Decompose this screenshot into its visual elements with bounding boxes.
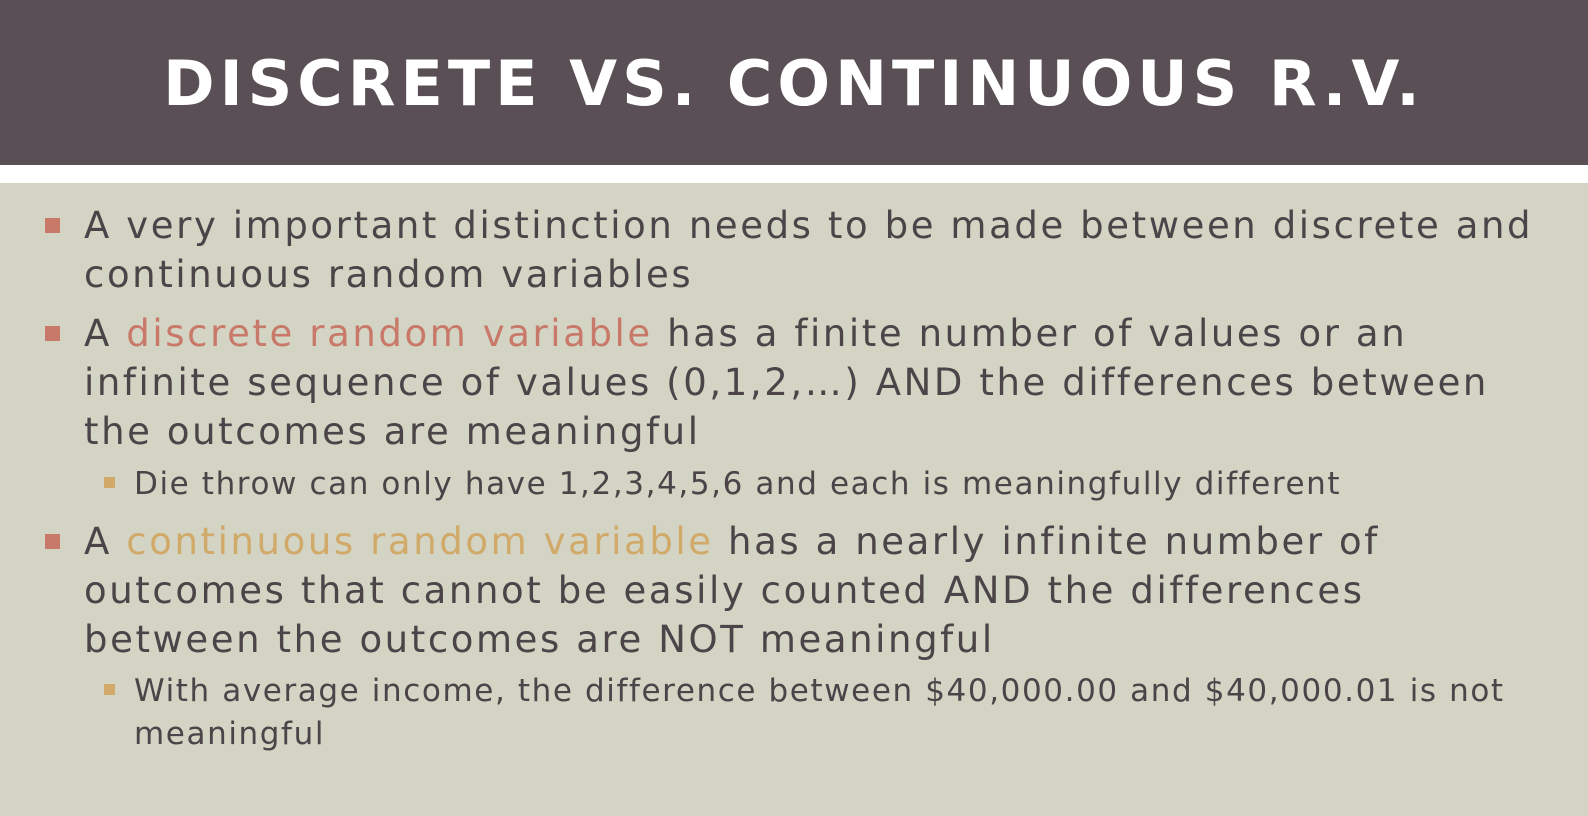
small-square-bullet-icon [104,477,115,488]
square-bullet-icon [45,534,60,549]
bullet-text: A very important distinction needs to be… [84,204,1534,296]
bullet-suffix: has a finite number of values or an infi… [84,312,1489,453]
square-bullet-icon [45,218,60,233]
bullet-suffix: has a nearly infinite number of outcomes… [84,520,1380,661]
square-bullet-icon [45,326,60,341]
bullet-continuous: A continuous random variable has a nearl… [45,517,1554,664]
discrete-term-highlight: discrete random variable [126,312,653,355]
title-bar: DISCRETE VS. CONTINUOUS R.V. [0,0,1588,165]
title-divider [0,165,1588,183]
sub-bullet-text: With average income, the difference betw… [134,673,1505,752]
slide-content: A very important distinction needs to be… [0,183,1588,816]
sub-bullet-die-throw: Die throw can only have 1,2,3,4,5,6 and … [104,463,1554,506]
bullet-distinction: A very important distinction needs to be… [45,201,1554,299]
sub-bullet-income: With average income, the difference betw… [104,670,1554,756]
small-square-bullet-icon [104,684,115,695]
sub-bullet-text: Die throw can only have 1,2,3,4,5,6 and … [134,466,1342,502]
bullet-discrete: A discrete random variable has a finite … [45,309,1554,456]
continuous-term-highlight: continuous random variable [126,520,714,563]
slide-title: DISCRETE VS. CONTINUOUS R.V. [163,46,1425,120]
bullet-prefix: A [84,520,127,563]
bullet-prefix: A [84,312,127,355]
